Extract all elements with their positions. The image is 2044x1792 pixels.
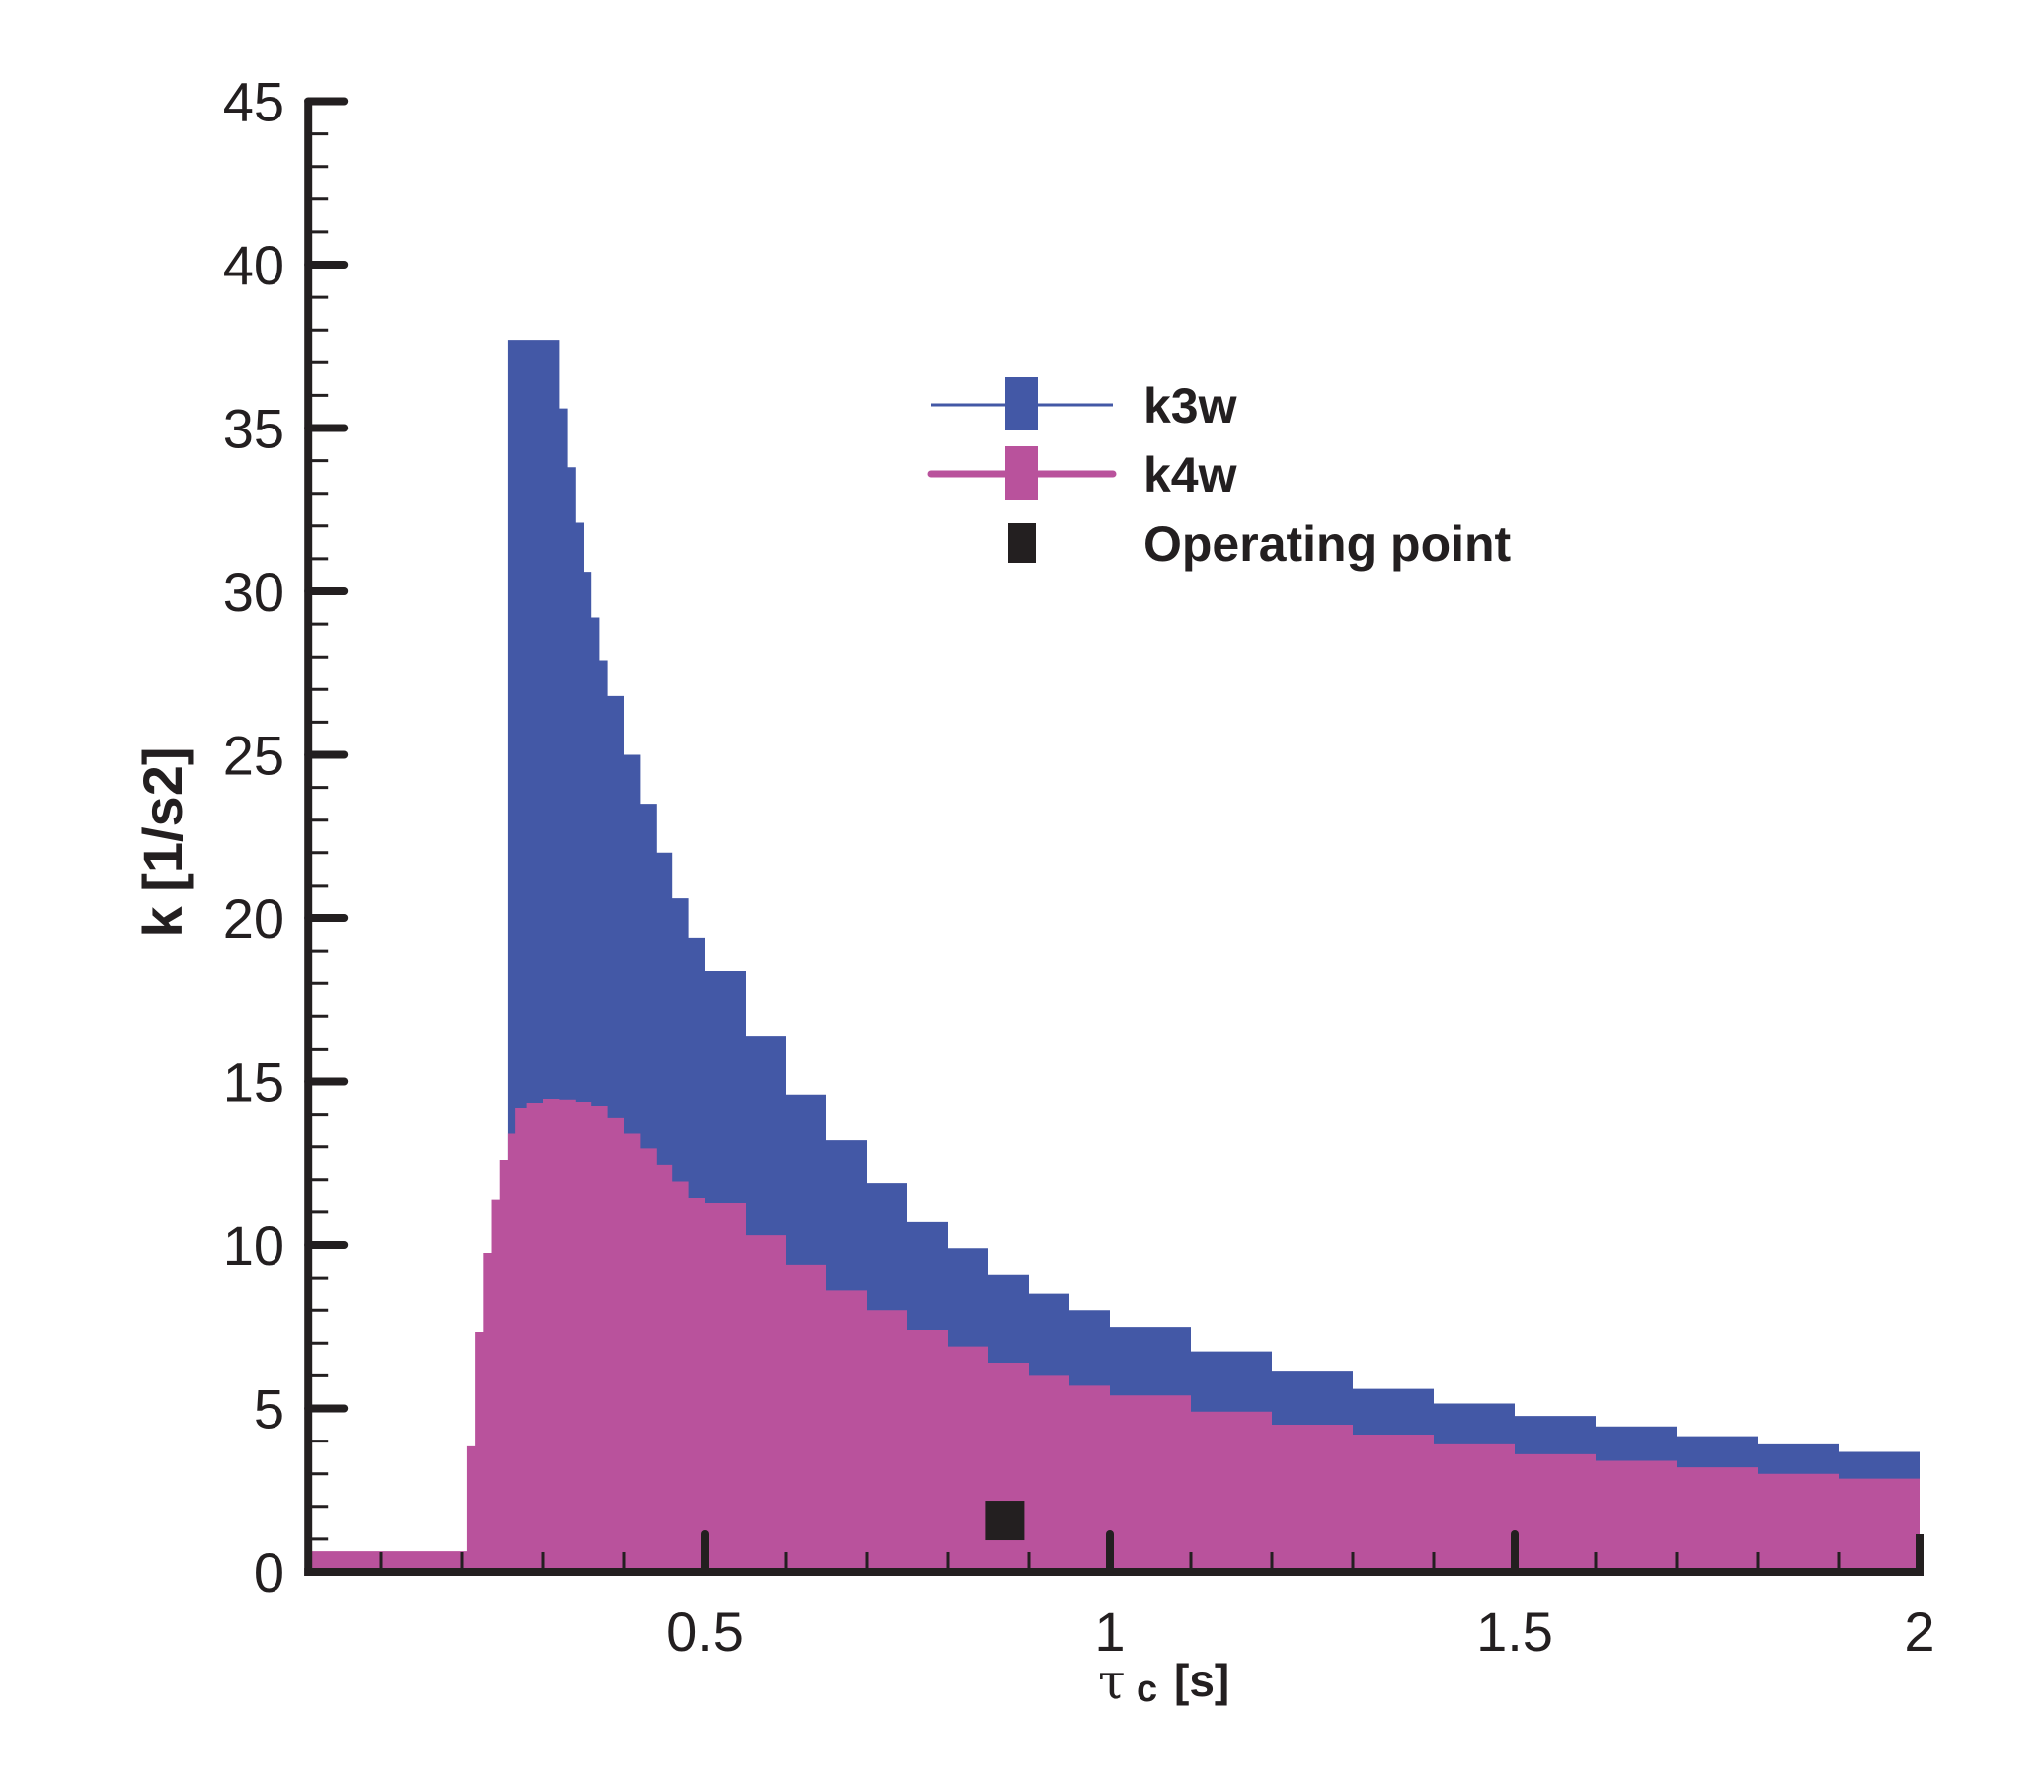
y-axis-ticks: 0 5 10 15 20 25 30 35 40 45 (223, 71, 349, 1603)
k3w-legend-square-icon (1005, 377, 1038, 430)
legend-item-operating-point: Operating point (1008, 516, 1512, 572)
legend-label-operating-point: Operating point (1143, 516, 1512, 572)
x-tick-label: 1 (1094, 1600, 1125, 1663)
legend-label-k4w: k4w (1143, 447, 1237, 503)
axes (304, 99, 1924, 1576)
operating-point-marker (985, 1501, 1025, 1541)
operating-point-legend-square-icon (1008, 523, 1036, 563)
y-axis-title: k [1/s2] (131, 747, 194, 938)
k3w-area (507, 340, 1921, 1572)
k4w-legend-square-icon (1005, 446, 1038, 500)
x-tick-label: 0.5 (667, 1600, 744, 1663)
legend: k3w k4w Operating point (927, 377, 1512, 572)
legend-item-k4w: k4w (927, 446, 1237, 503)
y-tick-label: 5 (254, 1378, 284, 1441)
plot-area (308, 340, 1921, 1572)
legend-item-k3w: k3w (931, 377, 1237, 433)
x-axis-ticks: 0.5 1 1.5 2 (379, 1530, 1935, 1663)
y-tick-label: 10 (223, 1214, 284, 1277)
y-tick-label: 20 (223, 888, 284, 950)
y-tick-label: 15 (223, 1052, 284, 1114)
x-tick-label: 2 (1904, 1600, 1934, 1663)
x-axis-title-unit: [s] (1174, 1655, 1229, 1706)
x-axis-title-subscript: c (1137, 1669, 1157, 1710)
y-tick-label: 25 (223, 725, 284, 787)
y-tick-label: 35 (223, 398, 284, 460)
x-axis-title: τ c [s] (1098, 1653, 1229, 1710)
x-tick-label: 1.5 (1476, 1600, 1553, 1663)
y-tick-label: 0 (254, 1541, 284, 1603)
legend-label-k3w: k3w (1143, 378, 1237, 433)
x-axis-title-symbol: τ (1098, 1653, 1126, 1710)
y-tick-label: 30 (223, 561, 284, 623)
y-tick-label: 45 (223, 71, 284, 133)
k4w-area (308, 1099, 1921, 1572)
y-tick-label: 40 (223, 234, 284, 296)
